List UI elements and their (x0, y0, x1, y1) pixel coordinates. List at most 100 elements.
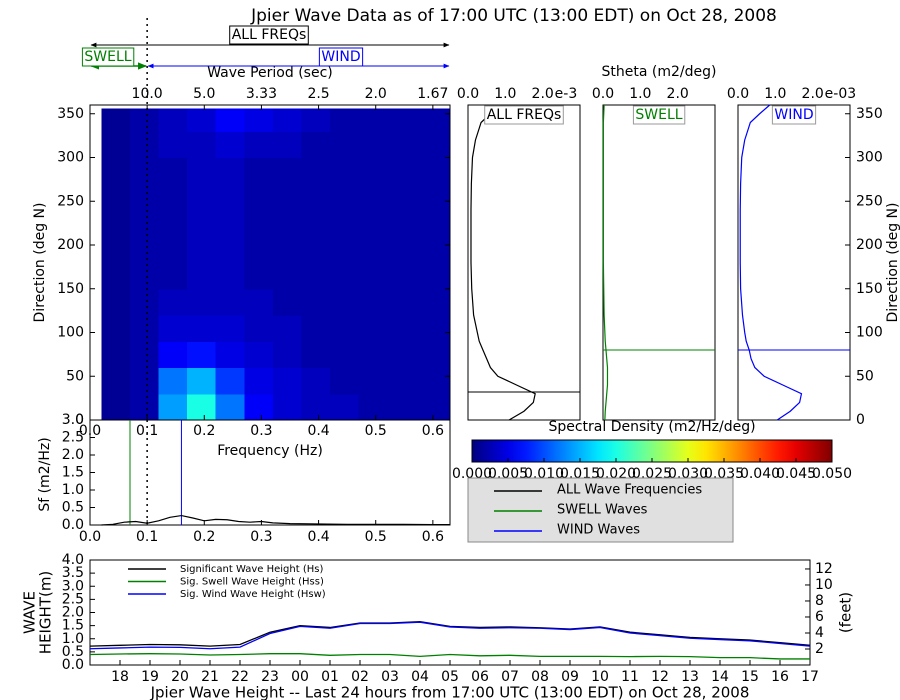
heatmap-cell (215, 393, 245, 421)
heatmap-cell (301, 367, 331, 395)
heatmap-cell (415, 288, 451, 316)
y2-tick-label: 10 (815, 577, 833, 593)
x-tick-label: 0.1 (136, 529, 158, 545)
heatmap-cell (101, 236, 131, 263)
heatmap-cell (187, 210, 217, 237)
x-axis-label: Frequency (Hz) (217, 443, 323, 459)
heatmap-cell (272, 315, 302, 342)
y-tick-label: 200 (57, 237, 84, 253)
x-tick-label: 08 (531, 669, 549, 685)
x-tick-label: 0.1 (136, 423, 158, 439)
x-axis-label: Stheta (m2/deg) (602, 64, 717, 80)
x-axis-label: Jpier Wave Height -- Last 24 hours from … (150, 684, 750, 700)
heatmap-cell (215, 367, 245, 395)
heatmap-cell (272, 262, 302, 290)
heatmap-cell (244, 131, 274, 158)
top-tick-label: 1.0 (494, 86, 516, 102)
heatmap-cell (415, 341, 451, 368)
x-tick-label: 06 (471, 669, 489, 685)
heatmap-cell (187, 393, 217, 421)
heatmap-cell (415, 315, 451, 342)
plot-frame (737, 104, 851, 421)
x-tick-label: 21 (201, 669, 219, 685)
top-tick-label: 0.0 (457, 86, 479, 102)
x-tick-label: 01 (321, 669, 339, 685)
annotation-all: ALL FREQs (232, 27, 307, 43)
y-tick-label: 0.5 (62, 644, 84, 660)
heatmap-cell (301, 288, 331, 316)
heatmap-cell (272, 341, 302, 368)
heatmap-cell (187, 131, 217, 158)
y-tick-label: 100 (57, 325, 84, 341)
x-tick-label: 0.0 (79, 529, 101, 545)
x-tick-label: 17 (801, 669, 819, 685)
heatmap-cell (415, 131, 451, 158)
label-box (229, 25, 309, 45)
x-tick-label: 0.2 (193, 423, 215, 439)
heatmap-cell (244, 367, 274, 395)
heatmap-cell (358, 210, 388, 237)
y-tick-label: 1.0 (62, 631, 84, 647)
x-tick-label: 0.3 (250, 423, 272, 439)
heatmap-cell (301, 157, 331, 185)
y-tick-label: 350 (57, 106, 84, 122)
y-axis-label: Direction (deg N) (32, 203, 48, 323)
heatmap-cell (301, 210, 331, 237)
heatmap-cell (101, 367, 131, 395)
y-tick-label: 2.0 (62, 605, 84, 621)
x-tick-label: 14 (711, 669, 729, 685)
x-tick-label: 0.4 (307, 529, 329, 545)
y-tick-label: 300 (856, 150, 883, 166)
x-tick-label: 03 (381, 669, 399, 685)
heatmap-cell (130, 131, 160, 158)
legend-label: ALL Wave Frequencies (557, 483, 702, 498)
heatmap-cell (387, 131, 417, 158)
heatmap-cell (130, 367, 160, 395)
y-tick-label: 4.0 (62, 552, 84, 568)
height-line (89, 653, 810, 660)
x-tick-label: 0.5 (365, 423, 387, 439)
plot-frame (467, 104, 581, 421)
y2-tick-label: 8 (815, 593, 824, 609)
heatmap-cell (301, 262, 331, 290)
x-tick-label: 20 (171, 669, 189, 685)
y-axis-label: Direction (deg N) (885, 203, 900, 323)
y-tick-label: 300 (57, 150, 84, 166)
y-tick-label: 3.0 (62, 412, 84, 428)
heatmap-cell (158, 210, 188, 237)
y-tick-label: 250 (856, 193, 883, 209)
x-tick-label: 23 (261, 669, 279, 685)
panel-title: SWELL (635, 107, 682, 123)
x-tick-label: 00 (291, 669, 309, 685)
y-tick-label: 3.0 (62, 578, 84, 594)
offset-label: e-03 (825, 86, 856, 102)
x-tick-label: 19 (141, 669, 159, 685)
heatmap-cell (301, 393, 331, 421)
heatmap-cell (358, 262, 388, 290)
heatmap-cell (358, 108, 388, 132)
heatmap-cell (130, 236, 160, 263)
heatmap-cell (330, 341, 360, 368)
heatmap-cell (187, 183, 217, 211)
heatmap-cell (158, 341, 188, 368)
heatmap-cell (130, 262, 160, 290)
heatmap-cell (244, 157, 274, 185)
heatmap-cell (415, 210, 451, 237)
heatmap-cell (215, 210, 245, 237)
heatmap-cell (215, 236, 245, 263)
heatmap-cell (387, 393, 417, 421)
heatmap-cell (387, 367, 417, 395)
heatmap-cell (101, 131, 131, 158)
spectrum-line (101, 514, 450, 526)
y2-tick-label: 2 (815, 641, 824, 657)
y-tick-label: 2.5 (62, 591, 84, 607)
x-tick-label: 0.5 (365, 529, 387, 545)
heatmap-cell (158, 183, 188, 211)
y-tick-label: 0 (856, 412, 865, 428)
panel-title: WIND (774, 107, 813, 123)
heatmap-cell (387, 288, 417, 316)
heatmap-cell (215, 108, 245, 132)
top-tick-label: 2.0 (667, 86, 689, 102)
heatmap-cell (130, 157, 160, 185)
heatmap-cell (101, 315, 131, 342)
